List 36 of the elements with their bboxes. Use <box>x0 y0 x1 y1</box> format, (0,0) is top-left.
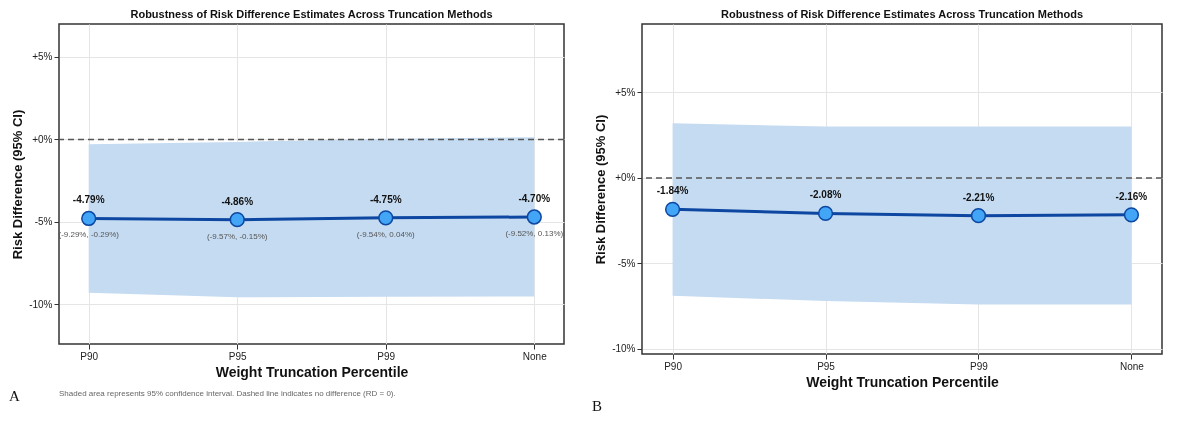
data-label: -2.16% <box>1115 190 1148 202</box>
data-label: -4.79% <box>72 194 105 206</box>
chart-title: Robustness of Risk Difference Estimates Across Truncation Methods <box>720 8 1084 20</box>
data-label: -4.75% <box>369 193 402 205</box>
annotation: (-9.54%, 0.04%) <box>356 229 415 239</box>
y-tick-label: -10% <box>612 343 636 355</box>
y-tick-label: +0% <box>615 172 636 184</box>
text: A <box>9 388 20 404</box>
x-tick-label: None <box>522 350 548 362</box>
annotation: (-9.52%, 0.13%) <box>505 228 564 238</box>
y-axis-title: Risk Difference (95% CI) <box>10 109 26 260</box>
chart-title: Robustness of Risk Difference Estimates Across Truncation Methods <box>130 8 493 20</box>
x-axis-title: Weight Truncation Percentile <box>806 373 1000 390</box>
y-tick-label: -5% <box>34 216 53 228</box>
text: Shaded area represents 95% confidence interval. Dashed line indicates no difference (RD = 0). <box>59 389 396 398</box>
data-label: -4.86% <box>221 195 254 207</box>
y-tick-label: +5% <box>615 86 636 98</box>
x-tick-label: P99 <box>377 350 396 362</box>
data-label: -1.84% <box>656 185 689 197</box>
x-tick-label: P95 <box>817 360 836 372</box>
y-tick-label: +0% <box>32 133 53 145</box>
y-tick-label: -5% <box>617 257 636 269</box>
annotation: (-9.57%, -0.15%) <box>207 231 268 241</box>
data-label: -4.70% <box>518 192 551 204</box>
x-tick-label: P95 <box>228 350 248 362</box>
y-tick-label: -10% <box>29 298 53 310</box>
x-tick-label: P90 <box>80 350 99 362</box>
data-label: -2.08% <box>809 189 842 201</box>
x-axis-title: Weight Truncation Percentile <box>215 363 409 380</box>
text: B <box>592 398 603 414</box>
y-axis-title: Risk Difference (95% CI) <box>593 114 609 265</box>
data-label: -2.21% <box>962 191 995 203</box>
x-tick-label: None <box>1119 360 1145 372</box>
x-tick-label: P99 <box>970 360 989 372</box>
y-tick-label: +5% <box>32 51 53 63</box>
x-tick-label: P90 <box>664 360 683 372</box>
